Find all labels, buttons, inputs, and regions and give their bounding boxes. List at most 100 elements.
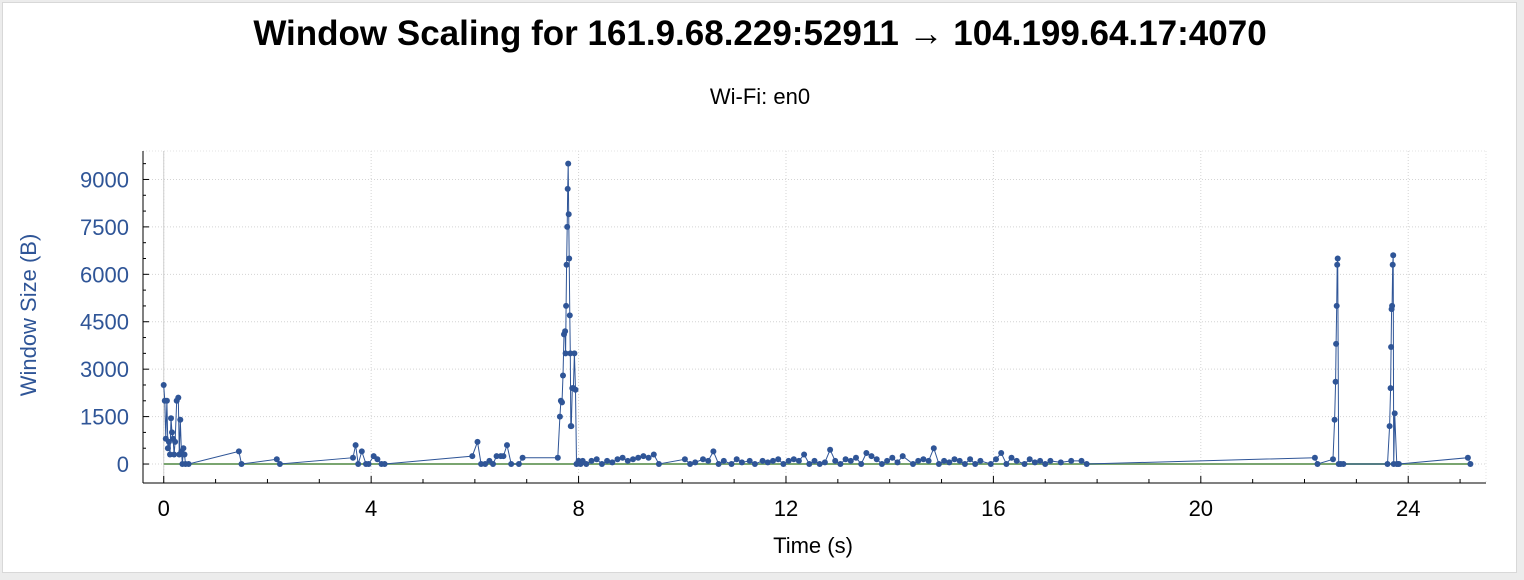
data-point: [559, 399, 565, 406]
x-tick-label: 0: [158, 496, 170, 521]
data-point: [987, 461, 994, 467]
data-point: [1057, 459, 1064, 466]
data-point: [1334, 255, 1341, 262]
data-point: [1021, 461, 1028, 467]
data-point: [169, 429, 175, 436]
data-point: [1333, 302, 1340, 309]
data-point: [811, 457, 818, 464]
data-point: [588, 457, 595, 464]
data-point: [474, 438, 481, 445]
data-point: [562, 350, 569, 357]
data-point: [894, 459, 901, 466]
data-point: [1387, 385, 1394, 392]
data-point: [780, 461, 787, 467]
data-point: [160, 382, 167, 388]
data-point: [1026, 456, 1033, 463]
data-point: [1078, 457, 1085, 464]
data-point: [609, 459, 616, 466]
data-point: [930, 445, 937, 452]
data-point: [175, 394, 182, 401]
data-point: [925, 457, 932, 464]
y-tick-label: 7500: [80, 215, 129, 240]
data-point: [790, 456, 797, 463]
data-point: [563, 302, 570, 309]
data-point: [565, 160, 572, 167]
data-point: [956, 457, 963, 464]
data-point: [604, 457, 611, 464]
data-point: [630, 456, 636, 463]
data-point: [733, 456, 740, 463]
data-point: [899, 453, 906, 460]
y-tick-label: 6000: [80, 262, 129, 287]
data-point: [1068, 457, 1075, 464]
data-point: [381, 461, 388, 467]
data-point: [837, 461, 844, 467]
data-point: [1389, 261, 1396, 268]
data-point: [566, 312, 573, 319]
y-tick-label: 3000: [80, 357, 129, 382]
x-tick-label: 8: [572, 496, 584, 521]
data-point: [238, 461, 245, 467]
data-point: [598, 461, 605, 467]
data-point: [884, 457, 891, 464]
x-tick-label: 20: [1189, 496, 1213, 521]
data-point: [1386, 423, 1393, 430]
chart-title: Window Scaling for 161.9.68.229:52911 → …: [253, 14, 1267, 53]
x-tick-label: 12: [774, 496, 798, 521]
data-point: [1464, 454, 1471, 461]
x-tick-label: 24: [1396, 496, 1420, 521]
data-point: [889, 454, 896, 461]
data-point: [168, 415, 174, 422]
grid-layer: [143, 150, 1487, 483]
data-layer: [160, 160, 1474, 467]
data-point: [1008, 454, 1015, 461]
data-point: [180, 445, 187, 452]
data-point: [504, 442, 510, 449]
data-point: [977, 457, 984, 464]
data-point: [878, 461, 885, 467]
data-point: [614, 456, 621, 463]
data-point: [172, 438, 179, 445]
data-point: [572, 386, 579, 393]
data-point: [946, 459, 953, 466]
data-point: [728, 461, 735, 467]
data-point: [1031, 459, 1038, 466]
data-point: [583, 461, 590, 467]
data-point: [1388, 344, 1395, 350]
data-point: [806, 461, 813, 467]
data-point: [972, 461, 979, 467]
x-tick-label: 16: [981, 496, 1005, 521]
data-point: [185, 461, 192, 467]
data-point: [571, 350, 578, 357]
data-point: [915, 457, 922, 464]
data-point: [1042, 461, 1049, 467]
data-point: [920, 456, 927, 463]
data-point: [1314, 461, 1321, 467]
data-point: [700, 456, 706, 463]
data-point: [1037, 457, 1044, 464]
data-point: [705, 457, 712, 464]
data-point: [751, 461, 758, 467]
data-point: [868, 453, 875, 460]
data-point: [273, 456, 280, 463]
data-point: [350, 454, 356, 461]
data-point: [482, 461, 489, 467]
data-point: [1333, 340, 1340, 347]
data-point: [1467, 461, 1474, 467]
data-point: [1334, 261, 1341, 268]
data-point: [515, 461, 522, 467]
data-point: [961, 461, 968, 467]
data-point: [650, 451, 657, 458]
data-point: [847, 457, 854, 464]
y-tick-label: 9000: [80, 167, 129, 192]
data-point: [827, 446, 834, 453]
data-point: [167, 451, 173, 458]
data-point: [562, 328, 569, 335]
data-point: [910, 461, 916, 467]
data-point: [1311, 454, 1318, 461]
data-point: [508, 461, 515, 467]
y-tick-label: 0: [117, 452, 129, 477]
data-point: [863, 450, 870, 456]
data-point: [1013, 457, 1020, 464]
